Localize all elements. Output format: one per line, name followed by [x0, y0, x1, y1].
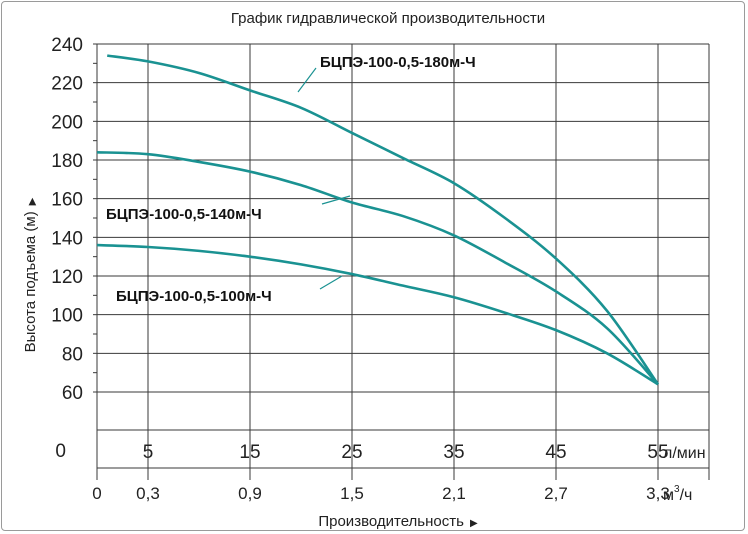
x-tick-label-m3h: 2,7: [544, 484, 568, 503]
series-line-1: [96, 150, 659, 386]
y-axis-title-text: Высота подъема (м): [22, 211, 39, 352]
x-tick-label-lmin: 25: [341, 442, 362, 463]
y-axis-arrow-icon: ▶: [27, 197, 38, 205]
x-unit-m3h-base: м: [663, 487, 674, 504]
x-unit-m3h-sup: 3: [674, 484, 680, 495]
x-ticks-m3h: 0 0,3 0,9 1,5 2,1 2,7 3,3: [92, 484, 670, 503]
chart-title: График гидравлической производительности: [231, 10, 545, 27]
x-tick-label-lmin: 5: [143, 442, 154, 463]
x-axis-title: Производительность ▶: [318, 513, 478, 530]
grid-lines: [93, 43, 710, 480]
x-axis-arrow-icon: ▶: [470, 518, 478, 529]
x-tick-label-lmin: 35: [443, 442, 464, 463]
series-label-140: БЦПЭ-100-0,5-140м-Ч: [106, 206, 262, 223]
x-tick-label-m3h: 0: [92, 484, 101, 503]
x-tick-label-lmin: 45: [545, 442, 566, 463]
y-tick-label: 60: [62, 383, 83, 404]
series-label-100: БЦПЭ-100-0,5-100м-Ч: [116, 288, 272, 305]
x-unit-lmin: л/мин: [663, 445, 706, 462]
y-tick-label: 120: [51, 267, 83, 288]
y-tick-label: 220: [51, 74, 83, 95]
series-curves: [96, 54, 660, 386]
x-tick-label-m3h: 2,1: [442, 484, 466, 503]
leader-line-140: [321, 195, 351, 205]
y-zero-label: 0: [55, 441, 66, 462]
series-label-180: БЦПЭ-100-0,5-180м-Ч: [320, 54, 476, 71]
x-tick-label-m3h: 3,3: [646, 484, 670, 503]
y-tick-label: 200: [51, 112, 83, 133]
y-tick-label: 100: [51, 306, 83, 327]
leader-line-180: [297, 67, 317, 93]
x-unit-m3h: м3/ч: [663, 484, 692, 504]
y-tick-label: 180: [51, 151, 83, 172]
y-axis-title: Высота подъема (м) ▶: [22, 197, 39, 352]
x-axis-title-text: Производительность: [318, 513, 464, 530]
x-tick-label-m3h: 0,3: [136, 484, 160, 503]
y-tick-label: 160: [51, 190, 83, 211]
x-tick-label-m3h: 1,5: [340, 484, 364, 503]
y-tick-label: 140: [51, 228, 83, 249]
x-tick-label-lmin: 55: [647, 442, 668, 463]
series-line-0: [107, 54, 660, 386]
x-tick-label-lmin: 15: [239, 442, 260, 463]
y-tick-labels: 240 220 200 180 160 140 120 100 80 60: [51, 35, 83, 404]
x-ticks-lmin: 5 15 25 35 45 55: [143, 442, 669, 463]
y-tick-label: 80: [62, 344, 83, 365]
y-tick-label: 240: [51, 35, 83, 56]
leader-line-100: [319, 275, 343, 290]
x-tick-label-m3h: 0,9: [238, 484, 262, 503]
series-line-2: [96, 243, 659, 386]
x-unit-m3h-tail: /ч: [680, 487, 693, 504]
